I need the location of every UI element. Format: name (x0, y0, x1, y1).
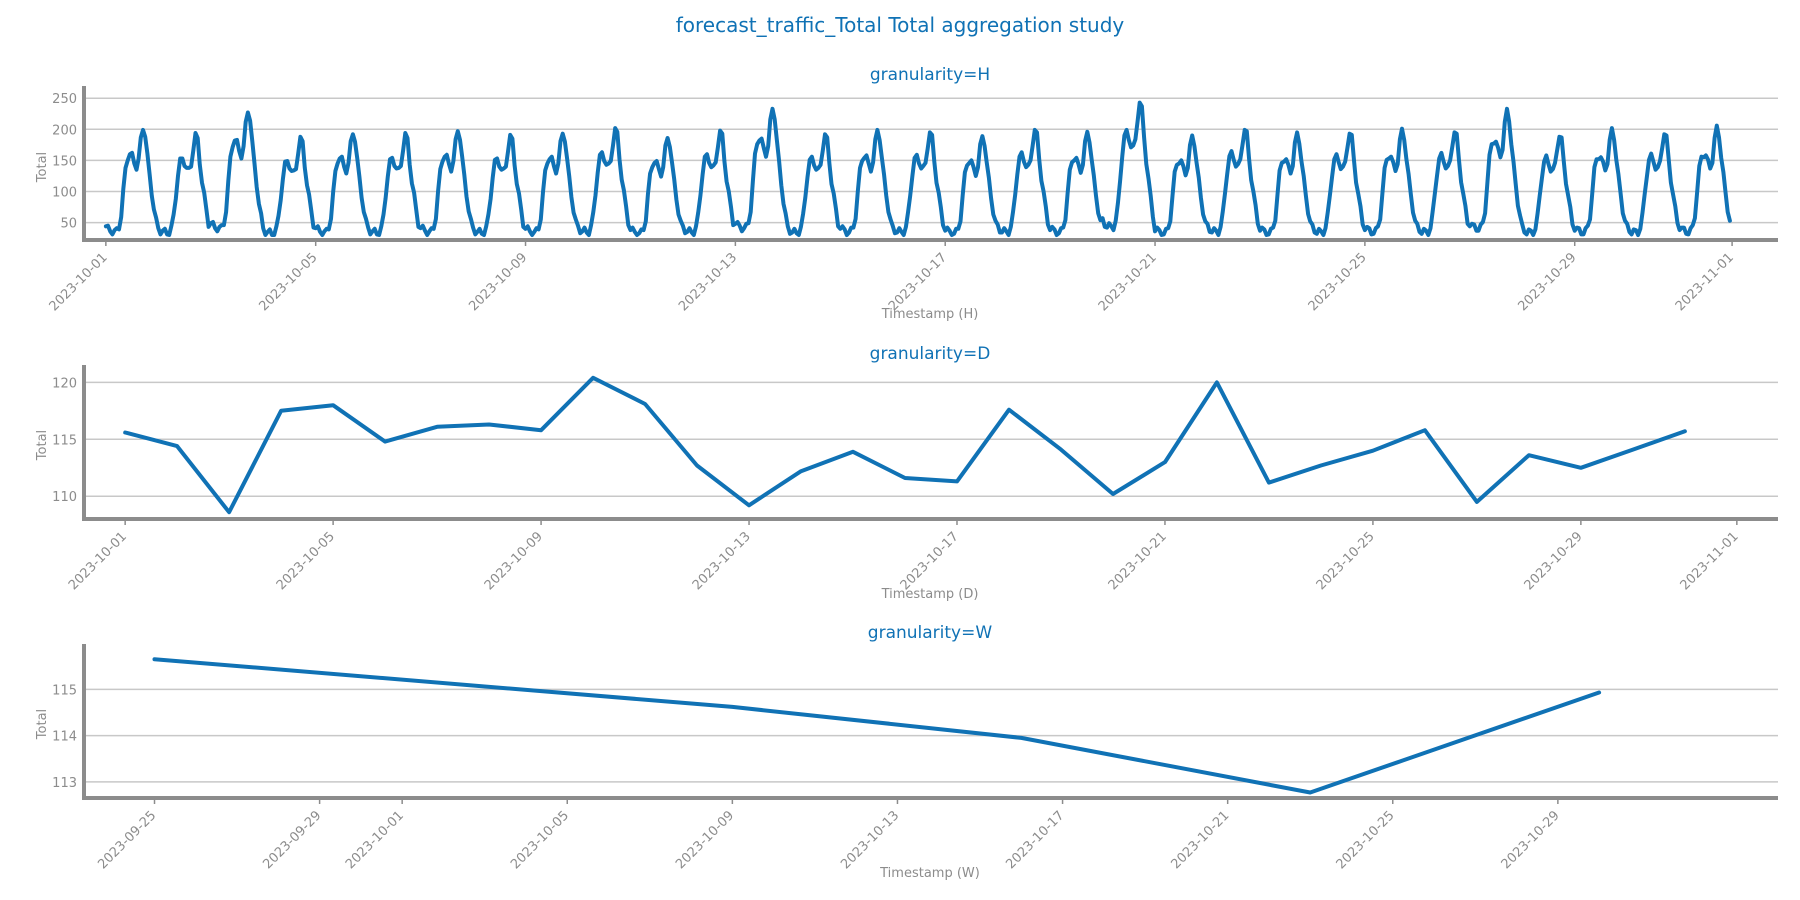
chart-panel-hourly: granularity=H Total Timestamp (H) 50 100 1… (35, 65, 1778, 322)
x-tick-label-hourly: 2023-10-05 (256, 250, 320, 314)
x-axis-label-hourly: Timestamp (H) (881, 307, 979, 322)
x-tick-label-weekly: 2023-10-25 (1334, 808, 1398, 872)
x-tick-label-hourly: 2023-10-09 (466, 250, 530, 314)
y-tick-label-weekly: 115 (52, 683, 77, 698)
y-tick-label-hourly: 50 (60, 217, 77, 232)
x-tick-label-daily: 2023-10-21 (1106, 529, 1170, 593)
x-tick-label-weekly: 2023-10-29 (1499, 808, 1563, 872)
y-tick-label-daily: 115 (52, 433, 77, 448)
x-tick-label-hourly: 2023-10-21 (1096, 250, 1160, 314)
y-axis-label-hourly: Total (35, 152, 50, 183)
subplot-title-daily: granularity=D (870, 344, 991, 364)
x-tick-label-hourly: 2023-10-17 (886, 250, 950, 314)
x-tick-label-hourly: 2023-11-01 (1673, 250, 1737, 314)
figure-title: forecast_traffic_Total Total aggregation… (676, 13, 1125, 37)
x-tick-label-weekly: 2023-10-01 (343, 808, 407, 872)
y-tick-label-hourly: 250 (52, 92, 77, 107)
x-tick-label-weekly: 2023-09-25 (95, 808, 159, 872)
chart-panel-daily: granularity=D Total Timestamp (D) 110 115… (35, 344, 1778, 602)
x-tick-label-hourly: 2023-10-29 (1516, 250, 1580, 314)
subplot-title-weekly: granularity=W (868, 623, 993, 643)
subplot-title-hourly: granularity=H (870, 65, 990, 85)
x-tick-label-daily: 2023-11-01 (1678, 529, 1742, 593)
y-tick-label-daily: 120 (52, 376, 77, 391)
x-tick-label-weekly: 2023-10-09 (673, 808, 737, 872)
x-tick-label-hourly: 2023-10-25 (1306, 250, 1370, 314)
series-line-weekly (152, 657, 1602, 795)
x-tick-label-weekly: 2023-10-05 (508, 808, 572, 872)
series-line-daily (123, 375, 1687, 515)
chart-panel-weekly: granularity=W Total Timestamp (W) 113 114… (35, 623, 1778, 881)
y-axis-label-weekly: Total (35, 709, 50, 740)
series-line-hourly (103, 100, 1732, 237)
y-tick-label-hourly: 200 (52, 123, 77, 138)
y-tick-label-weekly: 114 (52, 730, 77, 745)
y-tick-label-daily: 110 (52, 490, 77, 505)
y-tick-label-weekly: 113 (52, 776, 77, 791)
x-tick-label-daily: 2023-10-09 (482, 529, 546, 593)
x-tick-label-weekly: 2023-10-17 (1003, 808, 1067, 872)
x-tick-label-daily: 2023-10-05 (274, 529, 338, 593)
y-axis-label-daily: Total (35, 430, 50, 461)
x-tick-label-daily: 2023-10-29 (1522, 529, 1586, 593)
x-axis-label-daily: Timestamp (D) (881, 587, 979, 602)
x-tick-label-daily: 2023-10-01 (66, 529, 130, 593)
x-tick-label-daily: 2023-10-17 (898, 529, 962, 593)
x-tick-label-daily: 2023-10-25 (1314, 529, 1378, 593)
x-tick-label-hourly: 2023-10-13 (676, 250, 740, 314)
y-tick-label-hourly: 150 (52, 154, 77, 169)
x-axis-label-weekly: Timestamp (W) (879, 866, 980, 881)
x-tick-label-weekly: 2023-10-13 (838, 808, 902, 872)
x-tick-label-weekly: 2023-09-29 (260, 808, 324, 872)
x-tick-label-hourly: 2023-10-01 (47, 250, 111, 314)
x-tick-label-weekly: 2023-10-21 (1168, 808, 1232, 872)
y-tick-label-hourly: 100 (52, 185, 77, 200)
x-tick-label-daily: 2023-10-13 (690, 529, 754, 593)
